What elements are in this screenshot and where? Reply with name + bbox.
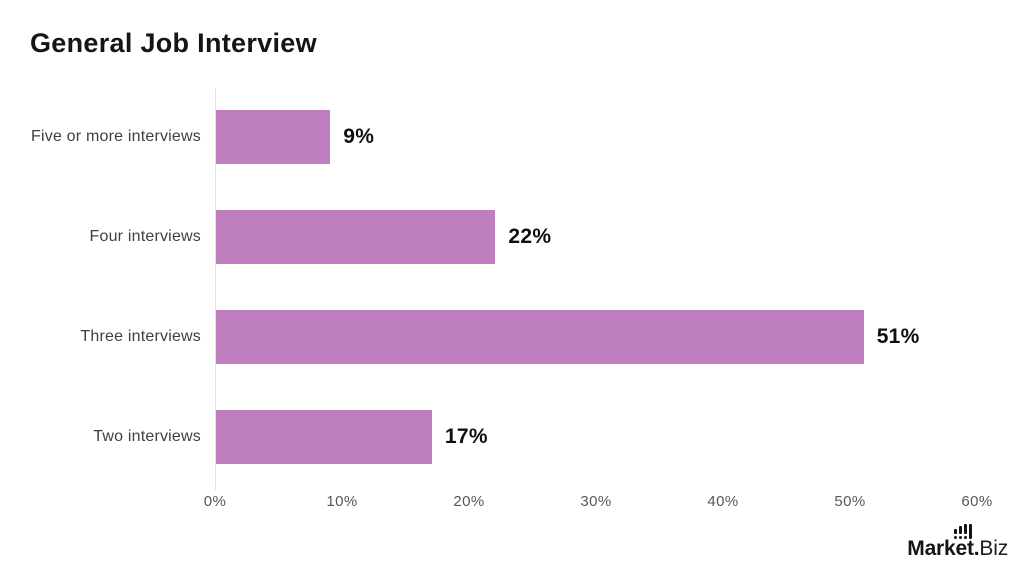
x-tick-label: 30% [580, 493, 612, 510]
category-label: Five or more interviews [31, 128, 201, 145]
x-tick-label: 0% [203, 493, 227, 510]
value-label: 22% [508, 225, 552, 248]
bar [216, 310, 864, 364]
value-label: 51% [876, 325, 920, 348]
value-label: 17% [444, 425, 488, 448]
y-axis-line [215, 88, 216, 490]
bar [216, 210, 496, 264]
category-label: Four interviews [89, 228, 201, 245]
logo-text-bold: Market. [907, 537, 980, 560]
x-tick-label: 20% [453, 493, 485, 510]
chart-title: General Job Interview [30, 28, 317, 58]
x-tick-label: 10% [326, 493, 358, 510]
category-label: Two interviews [93, 428, 201, 445]
bar [216, 410, 432, 464]
logo-text-light: Biz [979, 537, 1008, 560]
value-label: 9% [343, 125, 375, 148]
bar [216, 110, 331, 164]
bar-chart-icon [954, 524, 972, 539]
x-tick-label: 60% [961, 493, 993, 510]
x-tick-label: 50% [834, 493, 866, 510]
category-label: Three interviews [80, 328, 201, 345]
marketbiz-logo: Market.Biz [907, 524, 1008, 565]
x-tick-label: 40% [707, 493, 739, 510]
